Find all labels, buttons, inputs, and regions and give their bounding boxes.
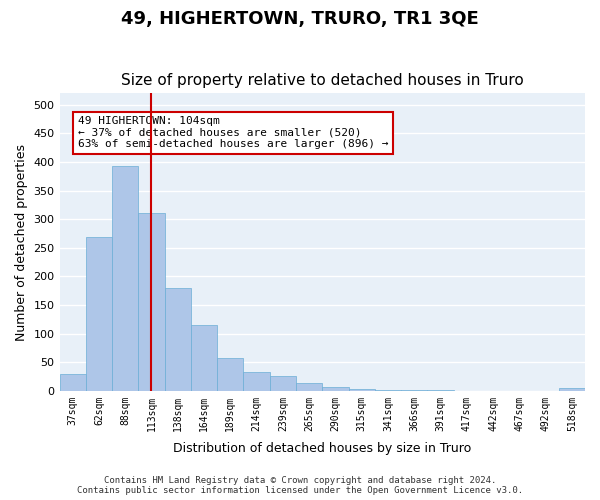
Text: Contains HM Land Registry data © Crown copyright and database right 2024.
Contai: Contains HM Land Registry data © Crown c… [77,476,523,495]
Bar [139,214,164,391]
Text: 49 HIGHERTOWN: 104sqm
← 37% of detached houses are smaller (520)
63% of semi-det: 49 HIGHERTOWN: 104sqm ← 37% of detached … [78,116,388,150]
Bar [164,288,191,391]
Bar [244,372,270,391]
Bar [191,325,217,391]
Bar [270,376,296,391]
Bar [375,390,401,391]
Bar [401,390,427,391]
Bar [86,238,112,391]
Bar [559,388,585,391]
Bar [296,383,322,391]
Bar [427,390,454,391]
X-axis label: Distribution of detached houses by size in Truro: Distribution of detached houses by size … [173,442,472,455]
Bar [217,358,244,391]
Bar [59,374,86,391]
Title: Size of property relative to detached houses in Truro: Size of property relative to detached ho… [121,73,524,88]
Text: 49, HIGHERTOWN, TRURO, TR1 3QE: 49, HIGHERTOWN, TRURO, TR1 3QE [121,10,479,28]
Bar [112,166,139,391]
Bar [322,388,349,391]
Y-axis label: Number of detached properties: Number of detached properties [15,144,28,340]
Bar [349,389,375,391]
